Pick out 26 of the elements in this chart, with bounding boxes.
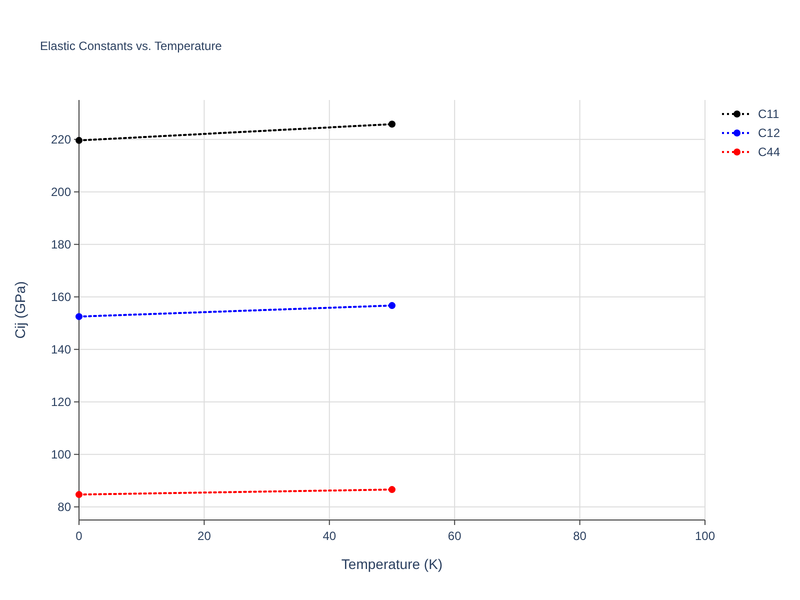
x-tick-label: 40 xyxy=(322,529,336,543)
point xyxy=(76,491,82,498)
x-axis-title: Temperature (K) xyxy=(341,556,443,572)
y-tick-label: 200 xyxy=(50,184,72,199)
point xyxy=(76,313,82,320)
legend-label: C12 xyxy=(758,126,780,140)
y-tick-label: 100 xyxy=(50,447,72,462)
point xyxy=(388,302,396,310)
point xyxy=(388,120,396,128)
chart-title: Elastic Constants vs. Temperature xyxy=(40,39,222,53)
y-tick-label: 220 xyxy=(50,132,72,146)
x-tick-label: 20 xyxy=(198,529,212,543)
y-tick-label: 80 xyxy=(58,500,72,514)
y-tick-label: 180 xyxy=(50,237,72,252)
x-tick-label: 60 xyxy=(448,529,462,543)
x-tick-label: 100 xyxy=(694,529,716,543)
point xyxy=(388,486,396,494)
y-tick-label: 140 xyxy=(50,342,72,356)
point xyxy=(76,136,82,144)
x-tick-label: 80 xyxy=(573,529,587,543)
y-tick-label: 160 xyxy=(50,290,72,304)
legend-label: C44 xyxy=(758,145,780,159)
x-tick-label: 0 xyxy=(76,529,83,543)
legend-label: C11 xyxy=(758,107,780,121)
y-tick-label: 120 xyxy=(50,394,72,409)
y-axis-title: Cij (GPa) xyxy=(12,281,28,339)
